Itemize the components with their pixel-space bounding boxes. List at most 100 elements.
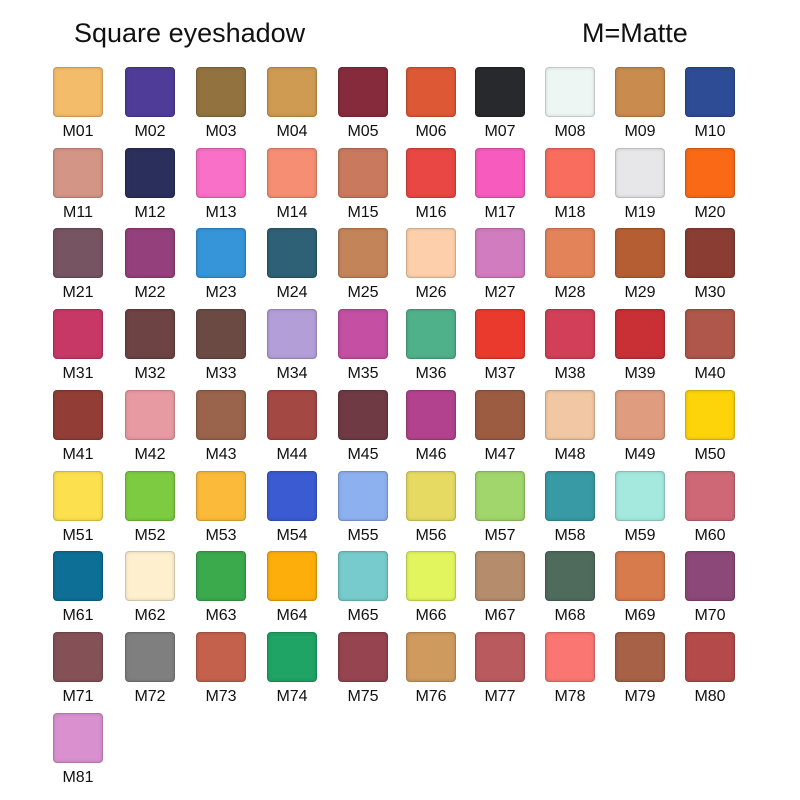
page-title: Square eyeshadow bbox=[74, 18, 306, 48]
swatch-label: M12 bbox=[134, 203, 166, 221]
swatch-m44: M44 bbox=[264, 389, 320, 468]
swatch-m55: M55 bbox=[335, 470, 391, 549]
swatch-color bbox=[475, 67, 525, 117]
swatch-m05: M05 bbox=[335, 67, 391, 145]
swatch-label: M69 bbox=[624, 607, 656, 625]
swatch-color bbox=[685, 309, 735, 360]
swatch-color bbox=[125, 309, 175, 360]
swatch-color bbox=[475, 470, 525, 521]
swatch-label: M70 bbox=[694, 607, 726, 625]
swatch-color bbox=[125, 551, 175, 602]
swatch-label: M31 bbox=[62, 365, 94, 383]
swatch-m33: M33 bbox=[193, 309, 249, 387]
swatch-label: M81 bbox=[62, 768, 94, 786]
swatch-m62: M62 bbox=[122, 551, 178, 629]
swatch-label: M80 bbox=[694, 687, 726, 705]
swatch-color bbox=[406, 147, 456, 198]
swatch-color bbox=[615, 147, 665, 198]
swatch-label: M07 bbox=[484, 123, 516, 140]
swatch-label: M55 bbox=[347, 526, 379, 544]
swatch-color bbox=[615, 470, 665, 521]
swatch-color bbox=[615, 389, 665, 440]
swatch-m68: M68 bbox=[542, 551, 598, 629]
swatch-color bbox=[406, 309, 456, 360]
swatch-m26: M26 bbox=[403, 228, 459, 306]
swatch-m18: M18 bbox=[542, 147, 598, 226]
swatch-color bbox=[338, 389, 388, 440]
swatch-label: M18 bbox=[554, 203, 586, 221]
swatch-color bbox=[125, 631, 175, 682]
swatch-m70: M70 bbox=[682, 551, 738, 629]
swatch-label: M17 bbox=[484, 203, 516, 221]
swatch-label: M27 bbox=[484, 284, 516, 302]
swatch-m24: M24 bbox=[264, 228, 320, 306]
swatch-m04: M04 bbox=[264, 67, 320, 145]
swatch-label: M43 bbox=[205, 445, 237, 463]
swatch-label: M52 bbox=[134, 526, 166, 544]
swatch-label: M20 bbox=[694, 203, 726, 221]
swatch-label: M62 bbox=[134, 607, 166, 625]
swatch-color bbox=[125, 67, 175, 117]
swatch-color bbox=[267, 551, 317, 602]
swatch-color bbox=[406, 551, 456, 602]
swatch-m48: M48 bbox=[542, 389, 598, 468]
swatch-label: M64 bbox=[276, 607, 308, 625]
swatch-label: M08 bbox=[554, 123, 586, 140]
swatch-color bbox=[685, 228, 735, 279]
swatch-m15: M15 bbox=[335, 147, 391, 226]
swatch-m71: M71 bbox=[50, 631, 106, 710]
swatch-label: M75 bbox=[347, 687, 379, 705]
swatch-m03: M03 bbox=[193, 67, 249, 145]
swatch-label: M33 bbox=[205, 365, 237, 383]
swatch-color bbox=[196, 551, 246, 602]
swatch-m54: M54 bbox=[264, 470, 320, 549]
swatch-m38: M38 bbox=[542, 309, 598, 387]
swatch-color bbox=[545, 470, 595, 521]
swatch-m34: M34 bbox=[264, 309, 320, 387]
swatch-color bbox=[545, 389, 595, 440]
swatch-color bbox=[53, 712, 103, 763]
swatch-color bbox=[685, 67, 735, 117]
swatch-m10: M10 bbox=[682, 67, 738, 145]
swatch-label: M19 bbox=[624, 203, 656, 221]
swatch-m35: M35 bbox=[335, 309, 391, 387]
swatch-label: M47 bbox=[484, 445, 516, 463]
swatch-label: M23 bbox=[205, 284, 237, 302]
swatch-m65: M65 bbox=[335, 551, 391, 629]
swatch-label: M39 bbox=[624, 365, 656, 383]
swatch-m40: M40 bbox=[682, 309, 738, 387]
swatch-m21: M21 bbox=[50, 228, 106, 306]
swatch-color bbox=[196, 631, 246, 682]
swatch-m64: M64 bbox=[264, 551, 320, 629]
swatch-color bbox=[196, 470, 246, 521]
swatch-label: M30 bbox=[694, 284, 726, 302]
swatch-color bbox=[685, 551, 735, 602]
swatch-label: M14 bbox=[276, 203, 308, 221]
swatch-label: M48 bbox=[554, 445, 586, 463]
swatch-color bbox=[53, 228, 103, 279]
swatch-m67: M67 bbox=[472, 551, 528, 629]
swatch-label: M38 bbox=[554, 365, 586, 383]
swatch-m66: M66 bbox=[403, 551, 459, 629]
swatch-m27: M27 bbox=[472, 228, 528, 306]
swatch-label: M79 bbox=[624, 687, 656, 705]
swatch-color bbox=[615, 309, 665, 360]
swatch-m13: M13 bbox=[193, 147, 249, 226]
swatch-label: M46 bbox=[415, 445, 447, 463]
swatch-label: M42 bbox=[134, 445, 166, 463]
swatch-color bbox=[545, 147, 595, 198]
swatch-color bbox=[53, 67, 103, 117]
swatch-label: M06 bbox=[415, 123, 447, 140]
swatch-m25: M25 bbox=[335, 228, 391, 306]
swatch-color bbox=[338, 228, 388, 279]
swatch-m41: M41 bbox=[50, 389, 106, 468]
swatch-m63: M63 bbox=[193, 551, 249, 629]
swatch-m59: M59 bbox=[612, 470, 668, 549]
swatch-m52: M52 bbox=[122, 470, 178, 549]
swatch-label: M53 bbox=[205, 526, 237, 544]
swatch-label: M58 bbox=[554, 526, 586, 544]
swatch-color bbox=[267, 309, 317, 360]
swatch-label: M49 bbox=[624, 445, 656, 463]
swatch-label: M72 bbox=[134, 687, 166, 705]
swatch-label: M37 bbox=[484, 365, 516, 383]
